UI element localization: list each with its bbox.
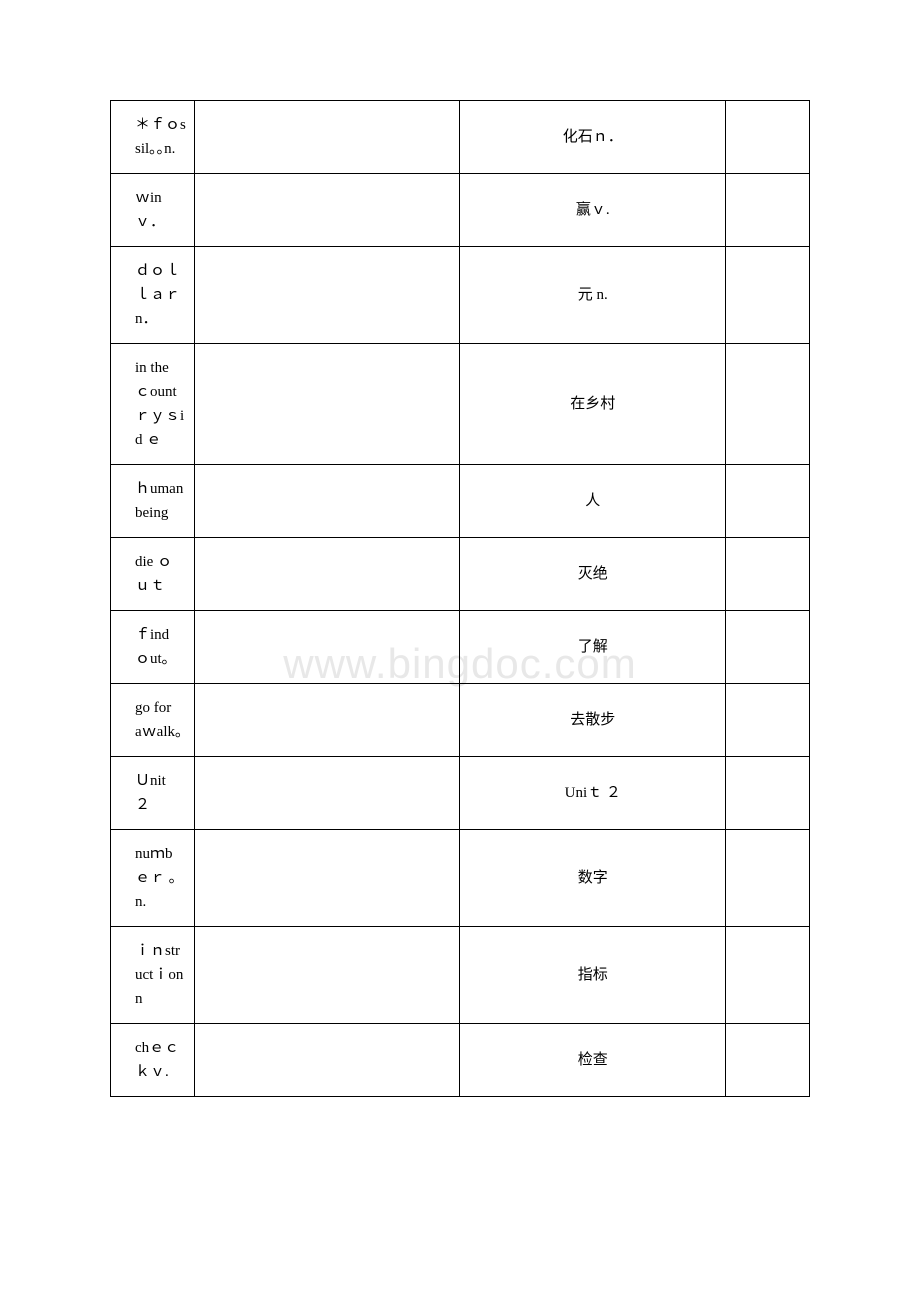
english-cell: in the ｃountｒｙｓid ｅ — [111, 344, 195, 465]
table-row: in the ｃountｒｙｓid ｅ 在乡村 — [111, 344, 810, 465]
english-cell: ｈuman being — [111, 465, 195, 538]
empty-cell — [726, 344, 810, 465]
english-cell: ｉｎstructｉon n — [111, 927, 195, 1024]
chinese-cell: 指标 — [460, 927, 726, 1024]
table-row: Ｕnit ２ Uniｔ ２ — [111, 757, 810, 830]
empty-cell — [194, 611, 460, 684]
english-cell: die ｏ ｕｔ — [111, 538, 195, 611]
empty-cell — [194, 344, 460, 465]
chinese-cell: 人 — [460, 465, 726, 538]
empty-cell — [726, 684, 810, 757]
empty-cell — [726, 247, 810, 344]
empty-cell — [726, 174, 810, 247]
empty-cell — [726, 927, 810, 1024]
empty-cell — [726, 465, 810, 538]
empty-cell — [194, 1024, 460, 1097]
english-cell: ｗin ｖ． — [111, 174, 195, 247]
chinese-cell: 去散步 — [460, 684, 726, 757]
empty-cell — [194, 538, 460, 611]
empty-cell — [194, 830, 460, 927]
english-cell: ｄｏｌｌａｒ n． — [111, 247, 195, 344]
table-row: nuｍbｅｒ ｡n. 数字 — [111, 830, 810, 927]
table-row: ｗin ｖ． 赢ｖ. — [111, 174, 810, 247]
chinese-cell: 检查 — [460, 1024, 726, 1097]
empty-cell — [194, 684, 460, 757]
table-row: ｉｎstructｉon n 指标 — [111, 927, 810, 1024]
english-cell: nuｍbｅｒ ｡n. — [111, 830, 195, 927]
english-cell: go for aｗalk｡ — [111, 684, 195, 757]
table-row: chｅｃｋｖ. 检查 — [111, 1024, 810, 1097]
chinese-cell: 了解 — [460, 611, 726, 684]
empty-cell — [194, 174, 460, 247]
chinese-cell: 化石ｎ． — [460, 101, 726, 174]
english-cell: ＊ｆｏssil｡｡n. — [111, 101, 195, 174]
chinese-cell: 在乡村 — [460, 344, 726, 465]
table-row: die ｏ ｕｔ 灭绝 — [111, 538, 810, 611]
chinese-cell: 元 n. — [460, 247, 726, 344]
empty-cell — [194, 101, 460, 174]
table-row: ＊ｆｏssil｡｡n. 化石ｎ． — [111, 101, 810, 174]
table-row: ｈuman being 人 — [111, 465, 810, 538]
empty-cell — [726, 1024, 810, 1097]
vocabulary-table: ＊ｆｏssil｡｡n. 化石ｎ． ｗin ｖ． 赢ｖ. ｄｏｌｌａｒ n． 元 … — [110, 100, 810, 1097]
empty-cell — [194, 927, 460, 1024]
chinese-cell: 赢ｖ. — [460, 174, 726, 247]
empty-cell — [194, 247, 460, 344]
table-row: ｆind ｏut｡ 了解 — [111, 611, 810, 684]
empty-cell — [194, 757, 460, 830]
table-row: ｄｏｌｌａｒ n． 元 n. — [111, 247, 810, 344]
empty-cell — [726, 611, 810, 684]
table-row: go for aｗalk｡ 去散步 — [111, 684, 810, 757]
empty-cell — [726, 830, 810, 927]
empty-cell — [194, 465, 460, 538]
table-container: ＊ｆｏssil｡｡n. 化石ｎ． ｗin ｖ． 赢ｖ. ｄｏｌｌａｒ n． 元 … — [110, 100, 810, 1097]
english-cell: chｅｃｋｖ. — [111, 1024, 195, 1097]
empty-cell — [726, 538, 810, 611]
chinese-cell: 灭绝 — [460, 538, 726, 611]
chinese-cell: Uniｔ ２ — [460, 757, 726, 830]
empty-cell — [726, 757, 810, 830]
chinese-cell: 数字 — [460, 830, 726, 927]
empty-cell — [726, 101, 810, 174]
english-cell: ｆind ｏut｡ — [111, 611, 195, 684]
english-cell: Ｕnit ２ — [111, 757, 195, 830]
